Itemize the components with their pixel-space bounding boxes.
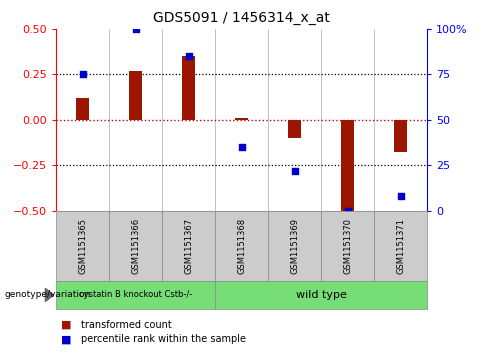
Bar — [394, 120, 407, 152]
Bar — [341, 120, 354, 211]
Text: GSM1151369: GSM1151369 — [290, 218, 299, 274]
Point — [132, 26, 140, 32]
Text: GSM1151370: GSM1151370 — [343, 218, 352, 274]
Point — [291, 168, 299, 174]
Point — [79, 72, 86, 77]
Text: ■: ■ — [61, 334, 72, 344]
Text: ■: ■ — [61, 320, 72, 330]
Text: cystatin B knockout Cstb-/-: cystatin B knockout Cstb-/- — [79, 290, 192, 299]
Bar — [182, 56, 195, 120]
Bar — [288, 120, 301, 138]
Text: GSM1151365: GSM1151365 — [78, 218, 87, 274]
Text: genotype/variation: genotype/variation — [5, 290, 91, 299]
Point — [344, 208, 351, 213]
Point — [397, 193, 405, 199]
Text: transformed count: transformed count — [81, 320, 171, 330]
Bar — [235, 118, 248, 120]
Point — [238, 144, 245, 150]
Text: GSM1151371: GSM1151371 — [396, 218, 405, 274]
Text: GSM1151368: GSM1151368 — [237, 218, 246, 274]
Title: GDS5091 / 1456314_x_at: GDS5091 / 1456314_x_at — [153, 11, 330, 25]
Bar — [129, 71, 142, 120]
Bar — [76, 98, 89, 120]
Point — [184, 53, 192, 59]
Text: GSM1151367: GSM1151367 — [184, 218, 193, 274]
Text: percentile rank within the sample: percentile rank within the sample — [81, 334, 245, 344]
Text: wild type: wild type — [296, 290, 346, 300]
Text: GSM1151366: GSM1151366 — [131, 218, 140, 274]
